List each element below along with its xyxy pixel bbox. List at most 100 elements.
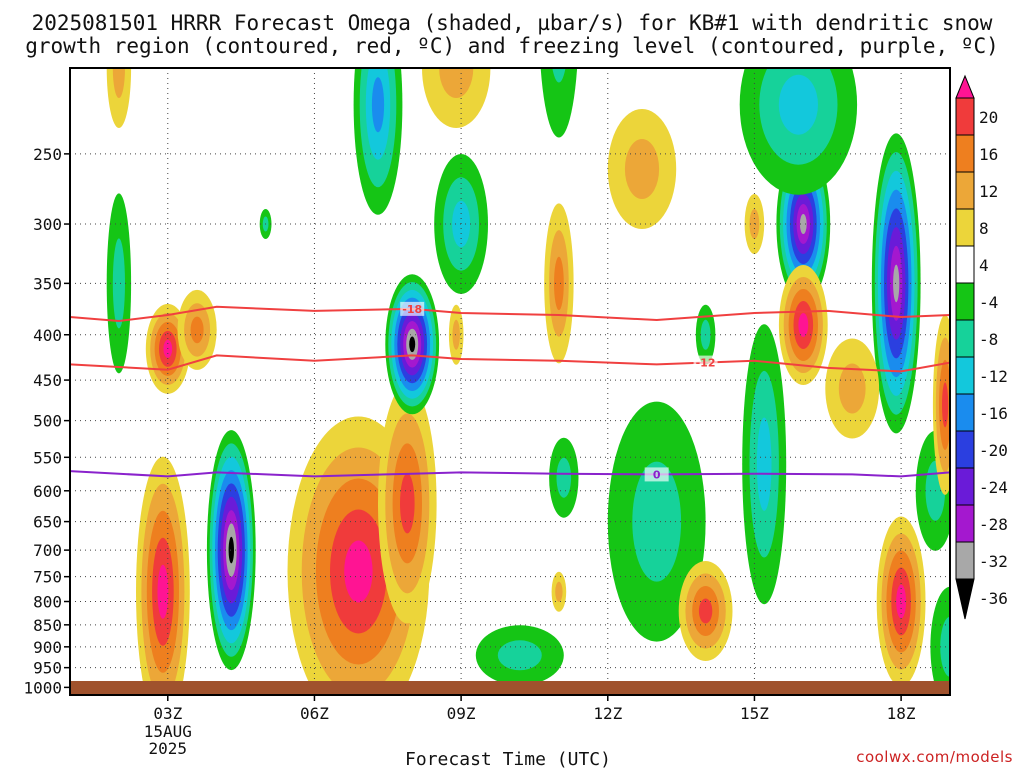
omega-shade-13-1	[552, 68, 566, 83]
omega-shade-2-2	[190, 316, 204, 344]
omega-shade-25-1	[624, 139, 660, 199]
omega-shade-16-1	[497, 640, 542, 671]
omega-shade-15-1	[632, 461, 682, 582]
y-tick-label-950: 950	[33, 659, 62, 678]
omega-shade-5-8	[228, 536, 234, 564]
omega-shade-11-3	[371, 77, 385, 133]
omega-shade-14-2	[756, 417, 772, 511]
y-tick-label-850: 850	[33, 616, 62, 635]
credit-link[interactable]: coolwx.com/models	[856, 748, 1013, 766]
chart-title-line1: 2025081501 HRRR Forecast Omega (shaded, …	[32, 11, 993, 35]
colorbar-label-13: -36	[979, 589, 1008, 608]
colorbar-label-1: 16	[979, 145, 998, 164]
contour-label-1: -12	[696, 357, 716, 370]
omega-shade-18-1	[556, 457, 572, 498]
colorbar-segment-4	[955, 208, 975, 247]
colorbar-segment-9	[955, 393, 975, 432]
omega-shade-7-7	[799, 214, 807, 234]
colorbar-segment-3	[955, 171, 975, 210]
colorbar-label-4: 4	[979, 256, 989, 275]
y-tick-label-250: 250	[33, 145, 62, 164]
omega-shade-31-1	[452, 319, 460, 350]
colorbar-top-arrow	[955, 74, 975, 99]
y-tick-label-800: 800	[33, 593, 62, 612]
contour-line-1	[70, 354, 950, 373]
colorbar-bottom-arrow	[955, 578, 975, 620]
colorbar-label-10: -24	[979, 478, 1008, 497]
colorbar-segment-12	[955, 504, 975, 543]
x-axis-label: Forecast Time (UTC)	[405, 749, 611, 768]
omega-shade-10-1	[112, 238, 125, 329]
colorbar-label-11: -28	[979, 515, 1008, 534]
contour-label-bg-1	[693, 355, 718, 370]
omega-shade-28-1	[838, 363, 866, 414]
omega-shade-32-3	[942, 382, 949, 428]
y-tick-label-550: 550	[33, 448, 62, 467]
plot-frame	[69, 67, 951, 696]
colorbar-segment-10	[955, 430, 975, 469]
omega-shade-13-0	[540, 68, 578, 138]
colorbar-label-9: -20	[979, 441, 1008, 460]
y-tick-label-350: 350	[33, 274, 62, 293]
colorbar-segment-13	[955, 541, 975, 580]
omega-shade-6-8	[409, 336, 416, 353]
contour-line-0	[70, 305, 950, 323]
omega-shade-8-7	[893, 264, 900, 303]
chart-title-line2: growth region (contoured, red, ºC) and f…	[25, 34, 999, 58]
colorbar-label-6: -8	[979, 330, 998, 349]
omega-shade-3-4	[344, 540, 373, 603]
omega-colorbar: 20 16 12 8 4 -4 -8 -12 -16 -20 -24 -28 -32 -36	[955, 74, 1008, 620]
x-tick-sublabel-1: 2025	[149, 739, 188, 758]
x-tick-label-03Z: 03Z	[153, 704, 182, 723]
y-tick-label-900: 900	[33, 638, 62, 657]
pressure-axis: 250 300 350 400 450 500 550 600 650 700 750 800 850 9…	[23, 145, 70, 697]
y-tick-label-450: 450	[33, 371, 62, 390]
y-tick-label-300: 300	[33, 215, 62, 234]
contour-label-bg-2	[644, 467, 669, 482]
colorbar-segment-1	[955, 97, 975, 136]
omega-shade-22-1	[112, 68, 125, 98]
colorbar-label-0: 20	[979, 108, 998, 127]
x-tick-label-18Z: 18Z	[887, 704, 916, 723]
contour-line-2	[70, 470, 950, 478]
x-tick-label-12Z: 12Z	[593, 704, 622, 723]
colorbar-label-3: 8	[979, 219, 989, 238]
x-tick-label-06Z: 06Z	[300, 704, 329, 723]
omega-shaded-field	[106, 68, 950, 695]
y-tick-label-600: 600	[33, 482, 62, 501]
y-tick-label-500: 500	[33, 412, 62, 431]
grid-lines	[70, 68, 950, 695]
colorbar-segment-7	[955, 319, 975, 358]
omega-shade-0-4	[157, 564, 169, 619]
colorbar-label-5: -4	[979, 293, 998, 312]
colorbar-segment-5	[955, 245, 975, 284]
y-tick-label-700: 700	[33, 541, 62, 560]
colorbar-label-8: -16	[979, 404, 1008, 423]
contour-label-bg-0	[400, 301, 425, 316]
colorbar-label-2: 12	[979, 182, 998, 201]
omega-shade-9-2	[778, 74, 819, 135]
plot-area: -18 -12 0	[70, 68, 950, 695]
y-tick-label-1000: 1000	[23, 678, 62, 697]
omega-shade-33-1	[555, 581, 563, 602]
colorbar-segment-11	[955, 467, 975, 506]
colorbar-segment-2	[955, 134, 975, 173]
y-tick-label-400: 400	[33, 326, 62, 345]
x-tick-label-15Z: 15Z	[740, 704, 769, 723]
temperature-contours: -18 -12 0	[70, 301, 950, 482]
y-tick-label-650: 650	[33, 513, 62, 532]
ground-terrain-bar	[70, 681, 950, 695]
x-tick-sublabel-0: 15AUG	[144, 722, 192, 741]
contour-label-0: -18	[402, 303, 422, 316]
colorbar-label-7: -12	[979, 367, 1008, 386]
colorbar-label-12: -32	[979, 552, 1008, 571]
omega-shade-24-2	[554, 256, 564, 311]
colorbar-segment-6	[955, 282, 975, 321]
y-tick-label-750: 750	[33, 568, 62, 587]
omega-shade-27-4	[798, 313, 809, 337]
colorbar-segment-8	[955, 356, 975, 395]
omega-shade-26-3	[698, 598, 713, 624]
contour-label-2: 0	[653, 468, 661, 481]
